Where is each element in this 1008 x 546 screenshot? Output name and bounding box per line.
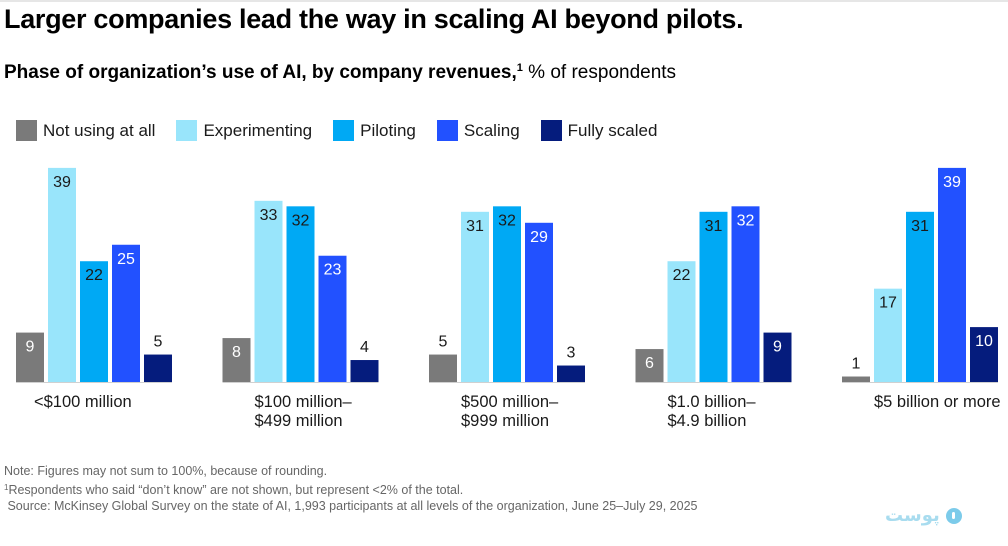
data-label: 31 bbox=[466, 218, 484, 235]
legend-label: Fully scaled bbox=[567, 120, 658, 140]
data-label: 17 bbox=[879, 295, 897, 312]
legend-item: Not using at all bbox=[16, 120, 155, 141]
bar bbox=[557, 365, 585, 382]
category-label: $499 million bbox=[255, 412, 343, 430]
category-label: $4.9 billion bbox=[668, 412, 747, 430]
legend-item: Experimenting bbox=[176, 120, 312, 141]
bar bbox=[938, 167, 966, 382]
category-label: $500 million– bbox=[461, 393, 559, 411]
legend-item: Scaling bbox=[436, 120, 520, 141]
data-label: 33 bbox=[260, 207, 278, 224]
data-label: 6 bbox=[645, 355, 654, 372]
footnote-1: 1Respondents who said “don’t know” are n… bbox=[4, 480, 697, 499]
chart-title: Larger companies lead the way in scaling… bbox=[4, 4, 744, 34]
top-divider bbox=[0, 0, 1008, 2]
legend-swatch bbox=[540, 120, 562, 141]
subtitle-bold: Phase of organization’s use of AI, by co… bbox=[4, 62, 517, 83]
bar bbox=[318, 255, 347, 382]
bar bbox=[493, 206, 521, 382]
legend-label: Scaling bbox=[463, 120, 520, 140]
data-label: 31 bbox=[911, 218, 929, 235]
legend-label: Experimenting bbox=[203, 120, 313, 140]
data-label: 31 bbox=[705, 218, 723, 235]
bar bbox=[906, 211, 934, 382]
data-label: 9 bbox=[773, 339, 782, 356]
data-label: 5 bbox=[439, 334, 448, 351]
data-label: 22 bbox=[673, 267, 691, 284]
bar-group: 8 33 32 23 4 $100 million–$499 million bbox=[222, 200, 379, 430]
data-label: 25 bbox=[117, 251, 135, 268]
bar bbox=[286, 206, 315, 382]
bar-group: 1 17 31 39 10 $5 billion or more bbox=[842, 167, 1001, 411]
subtitle-unit: % of respondents bbox=[522, 62, 677, 83]
bar bbox=[144, 354, 172, 382]
data-label: 32 bbox=[292, 212, 310, 229]
footnote-text: Respondents who said “don’t know” are no… bbox=[8, 482, 464, 497]
category-label: $999 million bbox=[461, 412, 549, 430]
bar bbox=[80, 261, 108, 382]
bar bbox=[48, 167, 76, 382]
bar bbox=[112, 244, 140, 382]
legend-swatch bbox=[333, 120, 355, 141]
bar bbox=[222, 338, 251, 382]
data-label: 1 bbox=[852, 356, 861, 373]
bar bbox=[254, 200, 283, 382]
bar bbox=[842, 376, 870, 382]
logo-circle-icon bbox=[945, 507, 962, 524]
data-label: 8 bbox=[232, 344, 241, 361]
source-note: Source: McKinsey Global Survey on the st… bbox=[4, 499, 698, 513]
category-label: <$100 million bbox=[34, 393, 132, 411]
bar bbox=[350, 360, 379, 382]
bar bbox=[970, 327, 998, 382]
data-label: 3 bbox=[567, 345, 576, 362]
watermark: پوست bbox=[885, 505, 962, 526]
legend-swatch bbox=[436, 120, 458, 141]
chart-subtitle: Phase of organization’s use of AI, by co… bbox=[4, 62, 676, 84]
bar bbox=[699, 211, 728, 382]
bar bbox=[763, 332, 792, 382]
bar bbox=[874, 288, 902, 382]
bar-group: 9 39 22 25 5 <$100 million bbox=[16, 167, 172, 411]
category-label: $100 million– bbox=[255, 393, 353, 411]
footnote-marker: 1 bbox=[4, 482, 9, 492]
data-label: 23 bbox=[324, 262, 342, 279]
note-rounding: Note: Figures may not sum to 100%, becau… bbox=[4, 464, 328, 478]
data-label: 29 bbox=[530, 229, 548, 246]
legend-label: Not using at all bbox=[43, 120, 156, 140]
bar-group: 5 31 32 29 3 $500 million–$999 million bbox=[429, 206, 585, 430]
category-label: $5 billion or more bbox=[874, 393, 1001, 411]
subtitle-footnote-marker: 1 bbox=[516, 62, 523, 74]
data-label: 10 bbox=[975, 333, 993, 350]
data-label: 4 bbox=[360, 339, 369, 356]
data-label: 22 bbox=[85, 267, 103, 284]
bar bbox=[461, 211, 489, 382]
bar bbox=[16, 332, 44, 382]
data-label: 39 bbox=[943, 174, 961, 191]
data-label: 32 bbox=[498, 212, 516, 229]
legend-label: Piloting bbox=[360, 120, 416, 140]
data-label: 9 bbox=[26, 339, 35, 356]
data-label: 39 bbox=[53, 174, 71, 191]
data-label: 32 bbox=[737, 212, 755, 229]
legend-item: Piloting bbox=[333, 120, 416, 141]
bar bbox=[731, 206, 760, 382]
bar bbox=[429, 354, 457, 382]
data-label: 5 bbox=[154, 334, 163, 351]
legend: Not using at all Experimenting Piloting Sca… bbox=[16, 120, 678, 141]
watermark-text: پوست bbox=[885, 505, 940, 526]
bar bbox=[667, 261, 696, 382]
bar bbox=[635, 349, 664, 382]
notes: Note: Figures may not sum to 100%, becau… bbox=[4, 463, 697, 515]
bar-group: 6 22 31 32 9 $1.0 billion–$4.9 billion bbox=[635, 206, 792, 430]
legend-swatch bbox=[16, 120, 37, 141]
legend-item: Fully scaled bbox=[540, 120, 658, 141]
legend-swatch bbox=[176, 120, 198, 141]
category-label: $1.0 billion– bbox=[668, 393, 757, 411]
bar bbox=[525, 222, 553, 382]
